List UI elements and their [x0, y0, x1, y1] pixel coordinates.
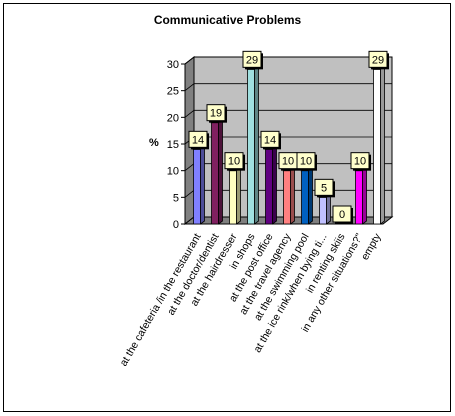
bar: [264, 145, 278, 225]
data-label: 14: [188, 130, 209, 150]
data-label: 0: [332, 205, 353, 224]
data-label-text: 5: [321, 182, 327, 194]
data-label: 10: [224, 152, 245, 171]
data-label: 10: [296, 152, 317, 171]
grid-line: [184, 56, 392, 65]
y-tick-label: 0: [173, 219, 179, 231]
bar: [282, 166, 296, 225]
bar: [318, 193, 332, 225]
y-tick-label: 30: [167, 59, 179, 71]
bar: [228, 166, 242, 225]
chart-title: Communicative Problems: [153, 13, 302, 27]
data-label: 19: [206, 104, 227, 123]
y-tick: 0: [173, 219, 185, 231]
x-tick-label: empty: [359, 231, 384, 262]
data-label: 29: [242, 50, 263, 70]
y-tick-label: 15: [167, 139, 179, 151]
bar: [300, 166, 314, 225]
data-labels: 14 19 10 29 14 10 10 5 0 10 29: [188, 50, 389, 224]
y-tick: 20: [167, 112, 185, 124]
bar: [246, 65, 260, 225]
data-label-text: 10: [300, 156, 312, 168]
bar: [192, 145, 206, 225]
data-label-text: 29: [372, 54, 384, 66]
data-label: 5: [314, 178, 335, 198]
data-label: 10: [350, 152, 371, 171]
y-tick: 5: [173, 192, 185, 204]
y-tick-label: 5: [173, 192, 179, 204]
data-label: 10: [278, 152, 299, 171]
bar: [372, 65, 386, 225]
data-label-text: 10: [282, 156, 294, 168]
grid-line: [184, 109, 392, 118]
y-tick: 25: [167, 86, 185, 98]
y-tick-label: 25: [167, 86, 179, 98]
y-axis: 0 5 10 15 20 25 30: [167, 59, 186, 231]
bar: [354, 166, 368, 225]
bars: [192, 65, 386, 225]
y-tick: 15: [167, 139, 185, 151]
bar: [210, 118, 224, 225]
y-tick-label: 20: [167, 112, 179, 124]
data-label-text: 14: [264, 134, 276, 146]
data-label-text: 19: [210, 108, 222, 120]
data-label-text: 10: [354, 156, 366, 168]
y-tick: 30: [167, 59, 185, 71]
data-label: 29: [368, 50, 389, 70]
data-label-text: 14: [192, 134, 204, 146]
y-axis-label: %: [149, 137, 159, 149]
y-tick: 10: [167, 166, 185, 178]
data-label-text: 29: [246, 54, 258, 66]
grid-line: [184, 83, 392, 91]
data-label-text: 0: [339, 209, 345, 221]
y-tick-label: 10: [167, 166, 179, 178]
data-label: 14: [260, 130, 281, 150]
data-label-text: 10: [228, 156, 240, 168]
